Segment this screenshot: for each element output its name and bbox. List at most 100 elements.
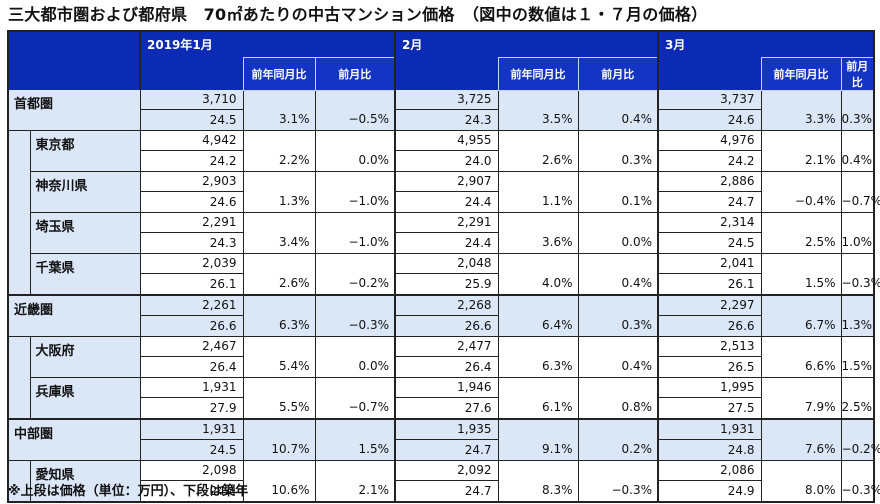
row-indent — [8, 212, 30, 254]
building-age-value: 26.6 — [396, 316, 498, 336]
prefecture-name: 埼玉県 — [29, 212, 140, 254]
yoy-change: 2.2% — [242, 130, 315, 172]
building-age-value: 24.8 — [659, 440, 761, 460]
building-age-value: 26.6 — [140, 316, 243, 336]
table-row: 神奈川県 2,903 24.6 1.3% −1.0% 2,907 24.4 1.1% 0.1% 2… — [8, 171, 880, 213]
mom-change: 0.0% — [577, 212, 660, 254]
building-age-value: 24.5 — [727, 236, 755, 250]
table-title: 三大都市圏および都府県 70㎡あたりの中古マンション価格 （図中の数値は１・７月… — [8, 5, 708, 24]
yoy-change: 2.1% — [760, 130, 842, 172]
price-cell: 2,297 26.6 — [657, 294, 762, 337]
yoy-change: 6.4% — [497, 294, 579, 337]
price-cell: 1,946 27.6 — [394, 377, 499, 420]
header-corner — [8, 31, 141, 57]
table-row: 埼玉県 2,291 24.3 3.4% −1.0% 2,291 24.4 3.6% 0.0% 2,… — [8, 212, 875, 254]
yoy-change: 3.1% — [242, 90, 315, 131]
building-age-value: 27.6 — [464, 401, 492, 415]
mom-change: −0.5% — [314, 90, 397, 131]
building-age-value: 27.5 — [727, 401, 755, 415]
footnote: ※上段は価格（単位：万円）、下段は築年 — [8, 484, 249, 499]
price-cell: 1,931 24.5 — [139, 418, 243, 461]
yoy-change: 3.6% — [497, 212, 579, 254]
building-age-value: 24.5 — [140, 440, 243, 460]
header-price-blank — [140, 57, 243, 90]
yoy-change: 3.3% — [760, 90, 842, 131]
building-age-value: 26.4 — [464, 360, 492, 374]
price-value: 2,039 — [140, 254, 243, 274]
yoy-change: 5.4% — [242, 336, 315, 378]
yoy-change: 4.0% — [497, 253, 579, 296]
mom-change: 0.2% — [577, 418, 660, 461]
building-age-value: 26.1 — [727, 277, 755, 291]
yoy-change: 3.5% — [497, 90, 579, 131]
yoy-change: 6.3% — [497, 336, 579, 378]
mom-change: 0.0% — [314, 130, 397, 172]
building-age-value: 24.3 — [396, 110, 498, 130]
mom-change: 0.3% — [577, 130, 660, 172]
prefecture-name: 神奈川県 — [29, 171, 140, 213]
mom-change: 0.3% — [840, 90, 875, 131]
building-age-value: 25.9 — [464, 277, 492, 291]
yoy-change: 3.4% — [242, 212, 315, 254]
yoy-change: 2.5% — [760, 212, 842, 254]
price-value: 4,976 — [659, 131, 761, 151]
col-mom-header: 前月比 — [314, 56, 397, 91]
col-yoy-header: 前年同月比 — [760, 56, 842, 91]
mom-change: 1.0% — [840, 212, 875, 254]
price-value: 2,291 — [140, 213, 243, 233]
mom-change: −0.3% — [840, 460, 880, 503]
table-row: 愛知県 2,098 24.4 10.6% 2.1% 2,092 24.7 8.3% −0.3% 2… — [8, 460, 880, 503]
price-cell: 2,048 25.9 — [394, 253, 499, 296]
building-age-value: 24.4 — [464, 236, 492, 250]
building-age-value: 24.4 — [209, 484, 237, 498]
month-header-feb: 2月 — [395, 31, 660, 57]
price-value: 4,942 — [140, 131, 243, 151]
mom-change: −0.7% — [840, 171, 880, 213]
mom-change: −0.3% — [840, 253, 880, 296]
price-cell: 1,931 24.8 — [657, 418, 762, 461]
price-value: 2,268 — [396, 296, 498, 316]
yoy-change: 1.5% — [760, 253, 842, 296]
mom-change: 0.1% — [577, 171, 660, 213]
price-value: 2,903 — [140, 172, 243, 192]
building-age-value: 27.9 — [209, 401, 237, 415]
mom-change: −0.2% — [840, 418, 880, 461]
price-value: 1,931 — [140, 378, 243, 398]
mom-change: 1.3% — [840, 294, 875, 337]
yoy-change: 8.0% — [760, 460, 842, 503]
header-price-blank — [395, 57, 499, 90]
building-age-value: 24.4 — [464, 195, 492, 209]
building-age-value: 24.6 — [659, 110, 761, 130]
price-value: 2,086 — [659, 461, 761, 481]
price-value: 2,477 — [396, 337, 498, 357]
yoy-change: −0.4% — [760, 171, 842, 213]
region-name: 近畿圏 — [8, 294, 140, 337]
row-indent — [8, 171, 30, 213]
price-cell: 2,467 26.4 — [139, 336, 243, 378]
price-value: 2,513 — [659, 337, 761, 357]
price-cell: 2,513 26.5 — [657, 336, 762, 378]
mom-change: 2.5% — [840, 377, 875, 420]
row-indent — [8, 460, 30, 502]
price-cell: 1,935 24.7 — [394, 418, 499, 461]
yoy-change: 6.7% — [760, 294, 842, 337]
table-row: 中部圏 1,931 24.5 10.7% 1.5% 1,935 24.7 9.1% 0.2% 1,… — [8, 418, 880, 461]
mom-change: −0.2% — [314, 253, 397, 296]
price-value: 1,931 — [659, 420, 761, 440]
mom-change: −0.7% — [314, 377, 397, 420]
yoy-change: 6.1% — [497, 377, 579, 420]
price-cell: 2,903 24.6 — [139, 171, 243, 213]
price-cell: 2,092 24.7 — [394, 460, 499, 503]
building-age-value: 24.2 — [209, 154, 237, 168]
price-value: 2,886 — [659, 172, 761, 192]
price-value: 1,946 — [396, 378, 498, 398]
row-indent — [8, 336, 30, 378]
month-header-jan: 2019年1月 — [140, 31, 397, 57]
yoy-change: 1.3% — [242, 171, 315, 213]
price-cell: 1,995 27.5 — [657, 377, 762, 420]
yoy-change: 7.6% — [760, 418, 842, 461]
region-name: 首都圏 — [8, 90, 140, 131]
yoy-change: 6.6% — [760, 336, 842, 378]
table-row: 東京都 4,942 24.2 2.2% 0.0% 4,955 24.0 2.6% 0.3% 4,9… — [8, 130, 875, 172]
price-value: 1,995 — [659, 378, 761, 398]
